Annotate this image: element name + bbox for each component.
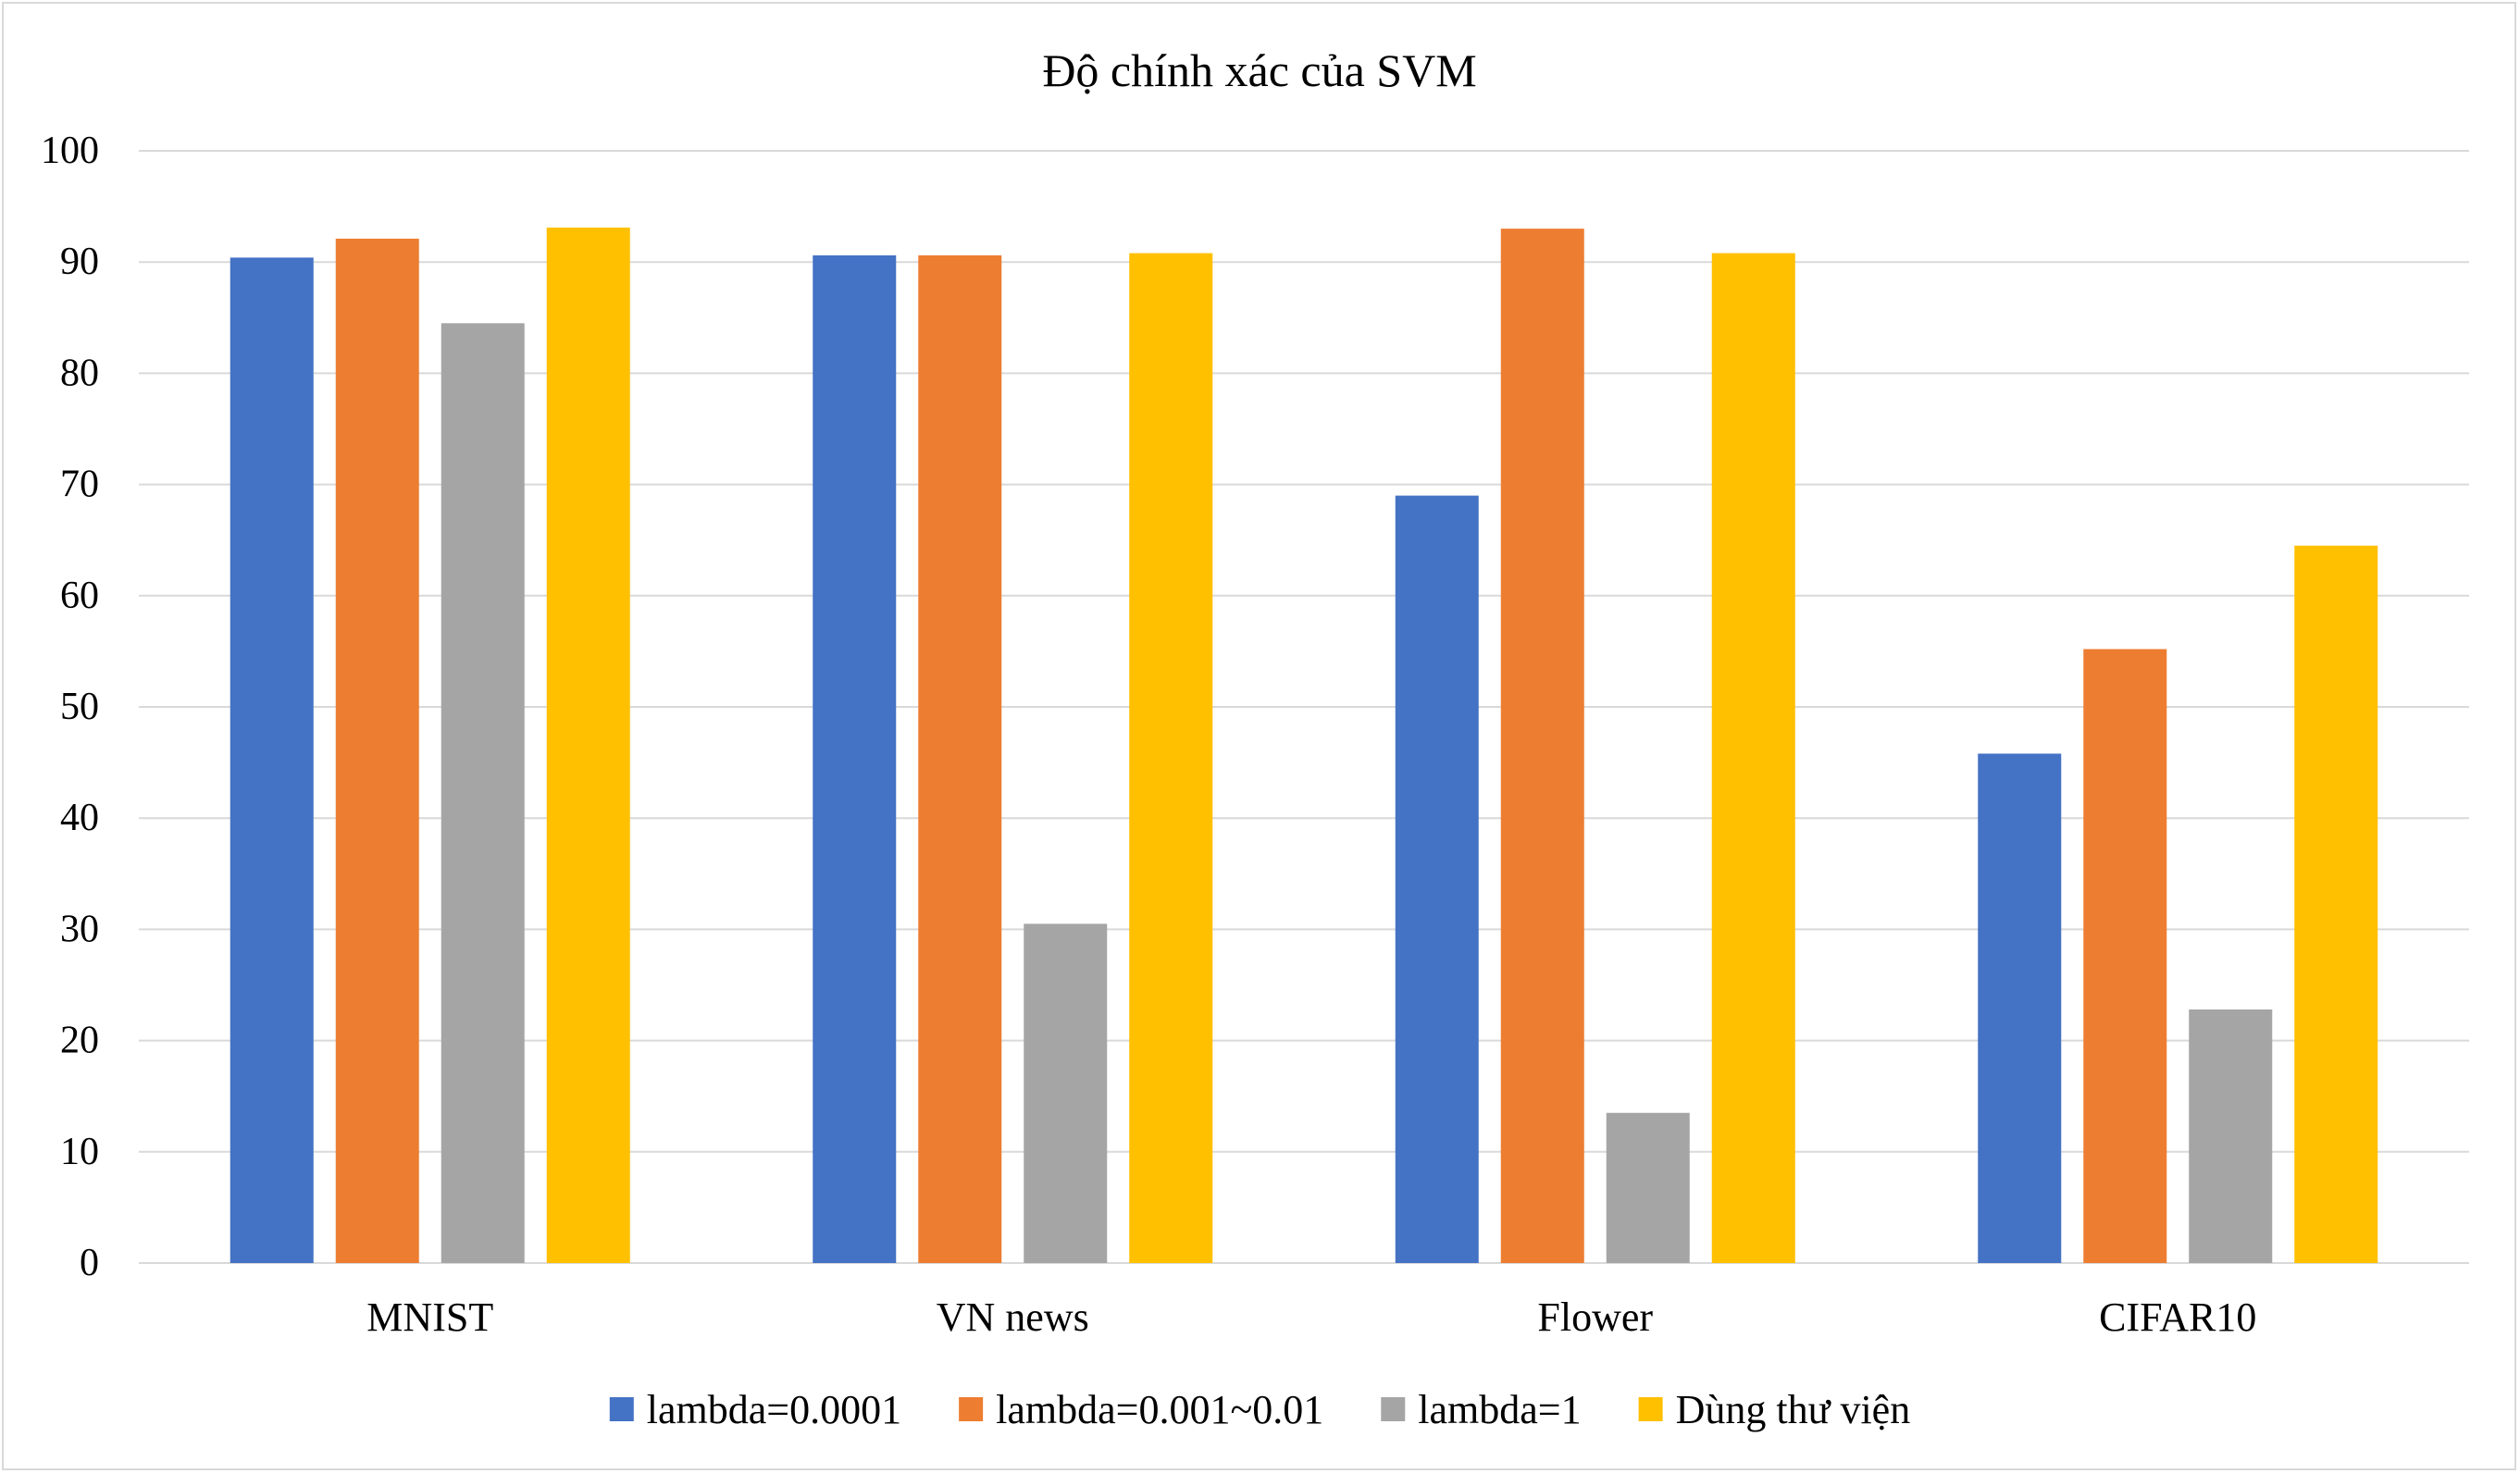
bar: [546, 227, 630, 1264]
bar: [230, 257, 314, 1264]
gridlines: [139, 150, 2469, 1264]
y-tick-label: 10: [60, 1131, 99, 1173]
legend-label: Dùng thư viện: [1676, 1387, 1911, 1432]
y-tick-label: 90: [60, 241, 99, 283]
x-tick-label: VN news: [937, 1294, 1089, 1340]
legend-swatch: [609, 1397, 634, 1421]
legend: lambda=0.0001 lambda=0.001~0.01 lambda=1 Dù…: [609, 1387, 1911, 1432]
legend-label: lambda=0.001~0.01: [996, 1387, 1323, 1432]
chart-title: Độ chính xác của SVM: [1042, 44, 1476, 96]
bar: [2083, 649, 2167, 1263]
bar: [813, 254, 897, 1263]
bar: [1606, 1112, 1690, 1263]
bar: [918, 254, 1002, 1263]
bar: [1500, 229, 1584, 1263]
legend-label: lambda=0.0001: [647, 1387, 901, 1432]
y-tick-label: 0: [80, 1242, 99, 1284]
y-tick-label: 50: [60, 686, 99, 728]
bar: [1395, 495, 1479, 1263]
y-tick-label: 20: [60, 1020, 99, 1062]
legend-swatch: [1381, 1397, 1406, 1421]
bar: [1711, 253, 1795, 1264]
y-tick-label: 70: [60, 464, 99, 506]
y-tick-label: 40: [60, 797, 99, 839]
bar: [335, 238, 419, 1263]
legend-swatch: [1638, 1397, 1663, 1421]
bar: [1024, 923, 1108, 1263]
legend-label: lambda=1: [1418, 1387, 1581, 1432]
x-tick-label: CIFAR10: [2099, 1294, 2256, 1340]
x-axis-tick-labels: MNIST VN news Flower CIFAR10: [366, 1294, 2256, 1340]
bar: [1978, 753, 2062, 1263]
bar: [1129, 253, 1213, 1264]
bar: [441, 323, 525, 1263]
y-tick-label: 30: [60, 908, 99, 950]
x-tick-label: Flower: [1537, 1294, 1653, 1340]
bar: [2189, 1009, 2273, 1263]
bars: [230, 227, 2378, 1264]
x-tick-label: MNIST: [366, 1294, 493, 1340]
y-tick-label: 60: [60, 575, 99, 617]
y-tick-label: 100: [41, 130, 99, 172]
legend-swatch: [959, 1397, 984, 1421]
y-tick-label: 80: [60, 352, 99, 394]
y-axis-tick-labels: 0 10 20 30 40 50 60 70 80 90 100: [41, 130, 99, 1284]
bar: [2294, 545, 2378, 1263]
